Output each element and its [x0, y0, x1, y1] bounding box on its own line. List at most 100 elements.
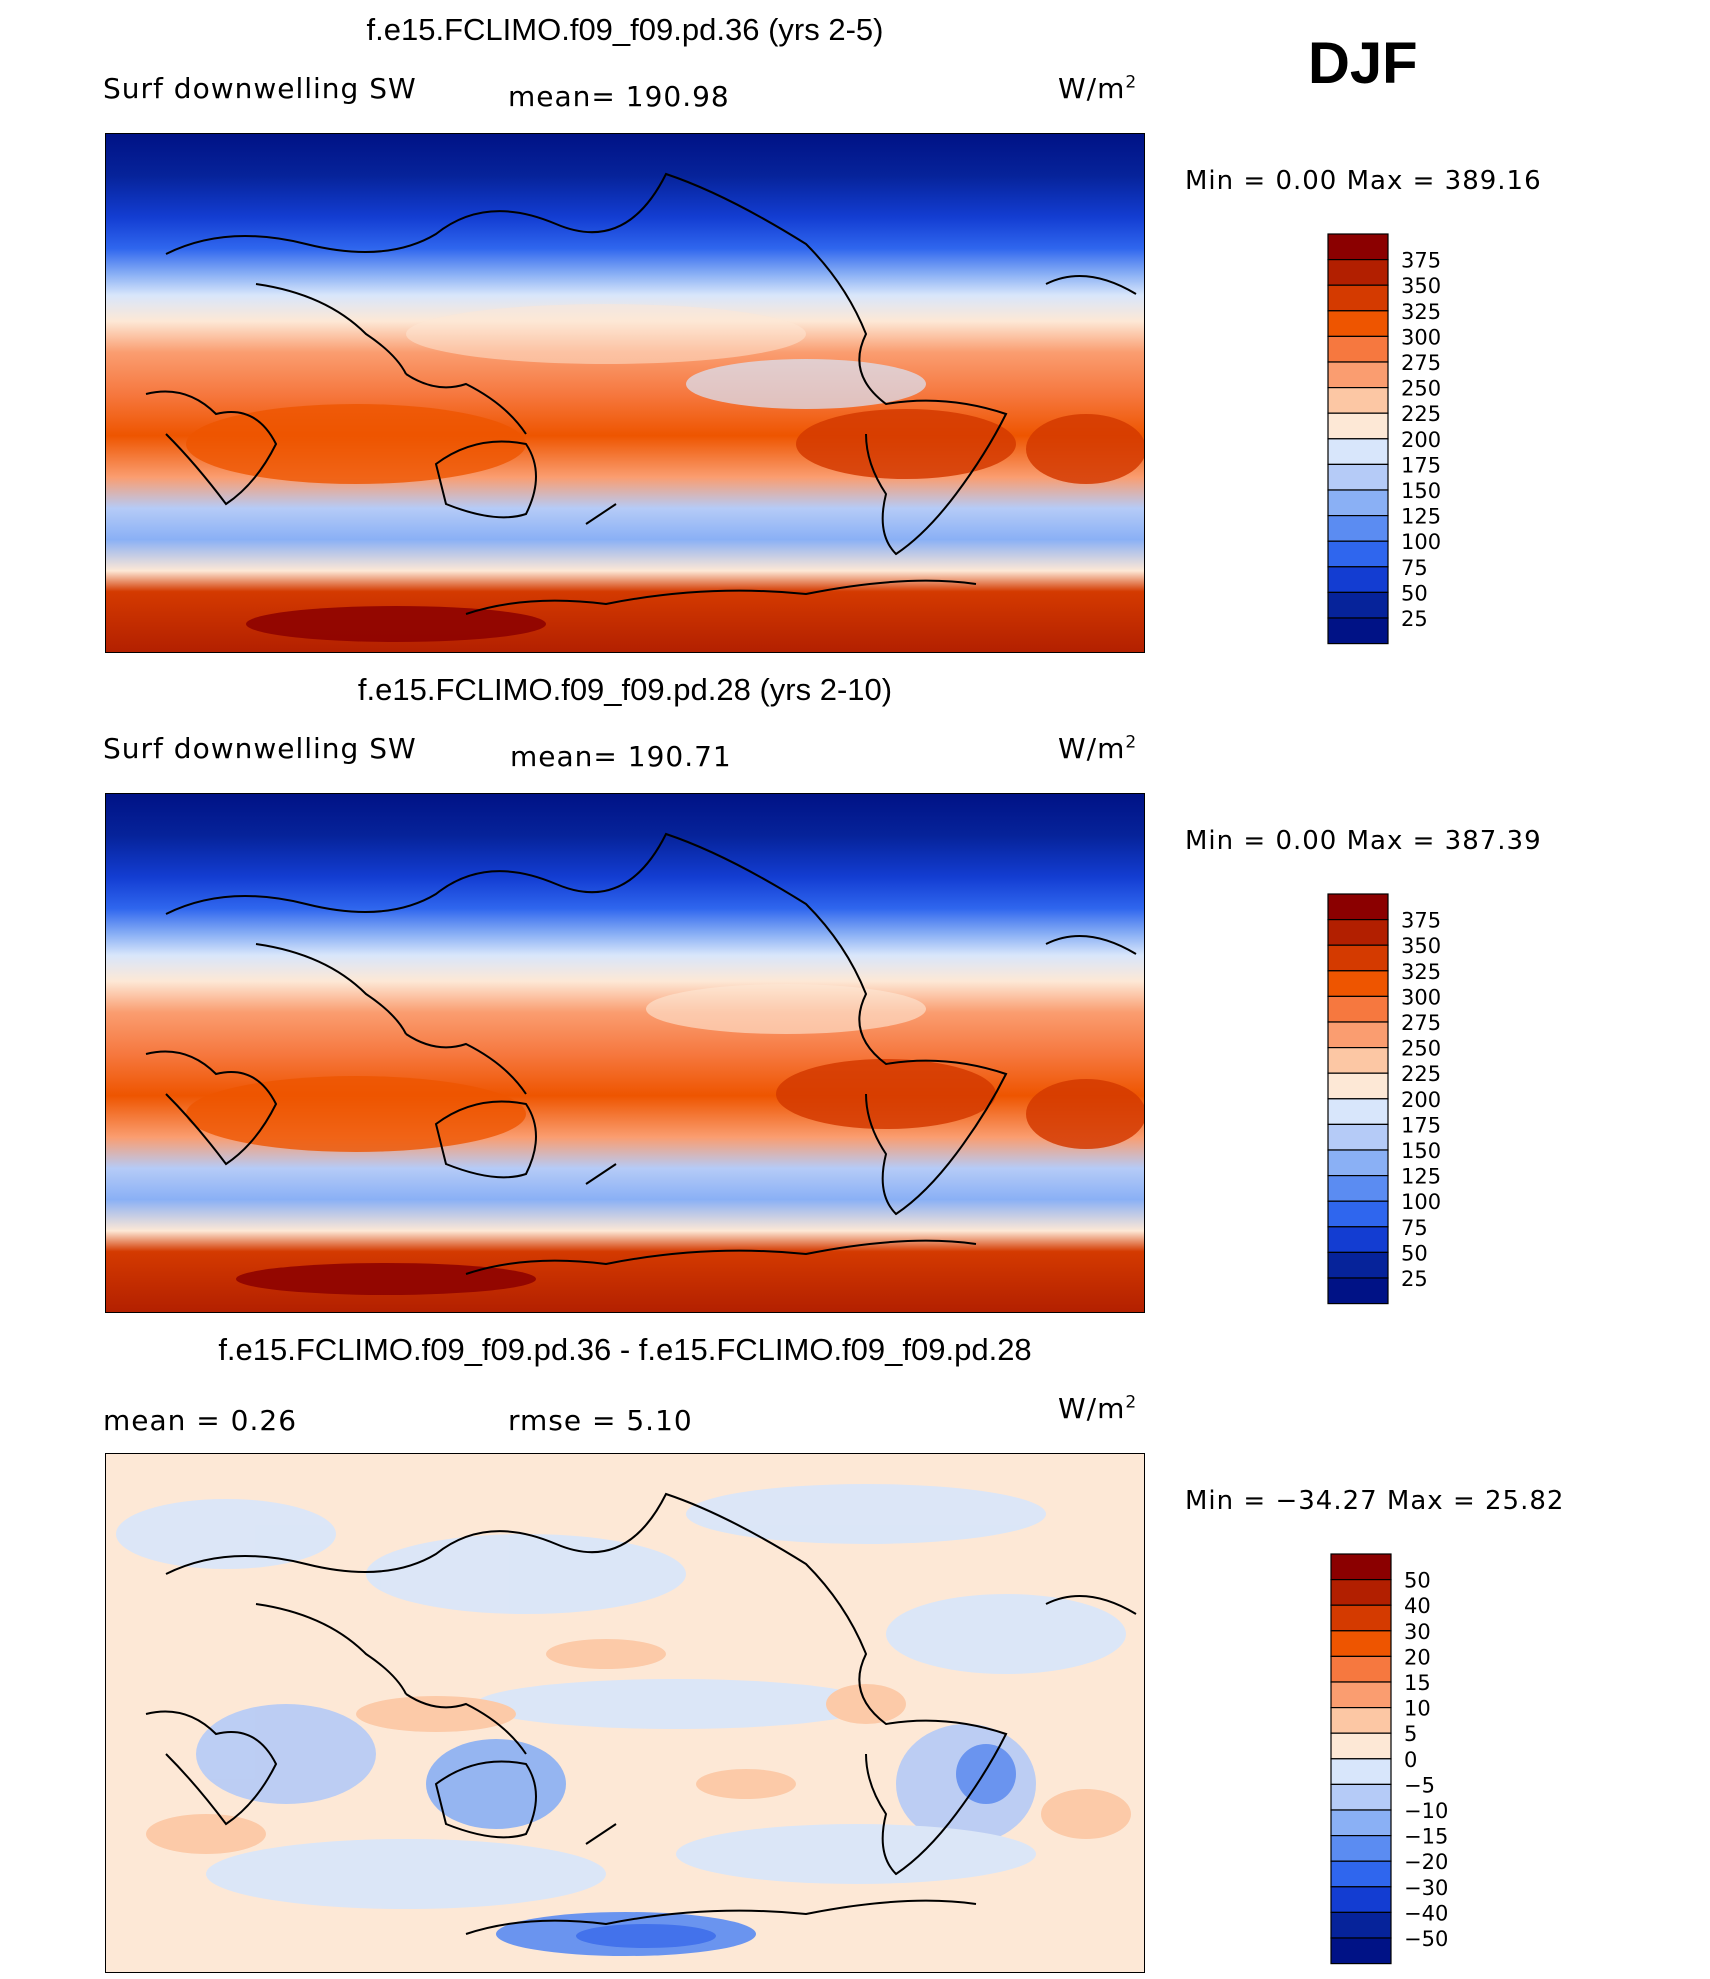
colorbar-svg: 3753503253002752502252001751501251007550… [1327, 893, 1441, 1305]
colorbar-box [1330, 1886, 1392, 1913]
colorbar-label: 0 [1404, 1748, 1417, 1772]
panel-1-field [106, 134, 1144, 652]
panel-3-mean: mean = 0.26 [103, 1404, 298, 1437]
panel-2-colorbar: 375 350 325 300 275 250 225 200 175 150 125 100 75 50… [1327, 893, 1487, 1312]
panel-1-minmax: Min = 0.00 Max = 389.16 [1185, 166, 1542, 196]
colorbar-box [1330, 1553, 1392, 1581]
colorbar-box [1330, 1707, 1392, 1734]
colorbar-box [1330, 1860, 1392, 1888]
colorbar-label: 225 [1401, 402, 1441, 426]
colorbar-label: 250 [1401, 377, 1441, 401]
panel-3-minmax: Min = −34.27 Max = 25.82 [1185, 1486, 1565, 1516]
colorbar-box [1327, 463, 1389, 491]
colorbar-label: −15 [1404, 1825, 1448, 1849]
colorbar-label: −20 [1404, 1850, 1448, 1874]
colorbar-label: 300 [1401, 985, 1441, 1009]
panel-3-colorbar: 50 40 30 20 15 10 5 0 −5 −10 −15 −20 −30 −40 −50 [1330, 1553, 1490, 1972]
colorbar-box [1327, 566, 1389, 593]
panel-3-units: W/m2 [1058, 1392, 1138, 1425]
colorbar-box [1327, 1251, 1389, 1279]
panel-2-title: f.e15.FCLIMO.f09_f09.pd.28 (yrs 2-10) [357, 672, 893, 707]
colorbar-box [1327, 1277, 1389, 1305]
colorbar-label: 25 [1401, 607, 1428, 631]
panel-1-map [105, 133, 1145, 653]
colorbar-box [1327, 617, 1389, 645]
colorbar-box [1327, 995, 1389, 1023]
colorbar-box [1327, 1123, 1389, 1151]
colorbar-box [1327, 335, 1389, 363]
panel-3-field [106, 1454, 1144, 1972]
colorbar-label: 75 [1401, 1216, 1428, 1240]
colorbar-label: −40 [1404, 1901, 1448, 1925]
colorbar-box [1327, 1200, 1389, 1228]
colorbar-label: 50 [1401, 1241, 1428, 1265]
panel-2-field [106, 794, 1144, 1312]
colorbar-box [1330, 1937, 1392, 1965]
panel-2-units: W/m2 [1058, 732, 1138, 765]
colorbar-box [1330, 1681, 1392, 1709]
colorbar-label: 10 [1404, 1697, 1431, 1721]
colorbar-box [1327, 944, 1389, 972]
colorbar-box [1330, 1732, 1392, 1760]
colorbar-box [1327, 361, 1389, 389]
colorbar-label: 15 [1404, 1671, 1431, 1695]
colorbar-box [1327, 1175, 1389, 1202]
panel-2-mean: mean= 190.71 [510, 740, 732, 773]
colorbar-box [1327, 259, 1389, 286]
colorbar-label: 100 [1401, 530, 1441, 554]
colorbar-box [1327, 233, 1389, 261]
colorbar-box [1330, 1835, 1392, 1862]
panel-1-mean: mean= 190.98 [508, 80, 730, 113]
colorbar-box [1330, 1630, 1392, 1658]
panel-2-variable: Surf downwelling SW [103, 732, 417, 765]
colorbar-box [1327, 970, 1389, 998]
colorbar-label: 250 [1401, 1037, 1441, 1061]
colorbar-label: 300 [1401, 325, 1441, 349]
colorbar-box [1327, 387, 1389, 414]
panel-2-minmax: Min = 0.00 Max = 387.39 [1185, 826, 1542, 856]
colorbar-label: 150 [1401, 479, 1441, 503]
colorbar-label: −50 [1404, 1927, 1448, 1951]
colorbar-svg: 3753503253002752502252001751501251007550… [1327, 233, 1441, 645]
colorbar-label: 275 [1401, 1011, 1441, 1035]
colorbar-label: 325 [1401, 960, 1441, 984]
colorbar-label: 200 [1401, 1088, 1441, 1112]
panel-1-title: f.e15.FCLIMO.f09_f09.pd.36 (yrs 2-5) [366, 12, 884, 47]
panel-1-colorbar: 375 350 325 300 275 250 225 200 175 150 125 100 75 50… [1327, 233, 1487, 652]
colorbar-label: 350 [1401, 934, 1441, 958]
colorbar-box [1327, 438, 1389, 466]
colorbar-box [1327, 515, 1389, 542]
panel-3-map [105, 1453, 1145, 1973]
colorbar-label: 375 [1401, 249, 1441, 273]
colorbar-label: 50 [1401, 581, 1428, 605]
colorbar-label: −30 [1404, 1876, 1448, 1900]
colorbar-box [1327, 1226, 1389, 1253]
panel-3-rmse: rmse = 5.10 [508, 1404, 693, 1437]
colorbar-box [1327, 1098, 1389, 1126]
colorbar-box [1327, 893, 1389, 921]
colorbar-box [1327, 1021, 1389, 1049]
colorbar-label: 100 [1401, 1190, 1441, 1214]
colorbar-box [1327, 310, 1389, 338]
colorbar-label: 75 [1401, 556, 1428, 580]
colorbar-box [1327, 489, 1389, 517]
colorbar-box [1327, 591, 1389, 619]
colorbar-box [1327, 1072, 1389, 1100]
colorbar-box [1327, 412, 1389, 440]
colorbar-label: −5 [1404, 1773, 1435, 1797]
colorbar-label: 150 [1401, 1139, 1441, 1163]
colorbar-box [1330, 1809, 1392, 1837]
colorbar-box [1327, 1149, 1389, 1177]
colorbar-box [1327, 919, 1389, 946]
panel-1-units: W/m2 [1058, 72, 1138, 105]
colorbar-label: 125 [1401, 1165, 1441, 1189]
colorbar-box [1330, 1604, 1392, 1632]
colorbar-label: 20 [1404, 1645, 1431, 1669]
panel-2-map [105, 793, 1145, 1313]
colorbar-label: 325 [1401, 300, 1441, 324]
colorbar-label: 350 [1401, 274, 1441, 298]
colorbar-box [1327, 284, 1389, 312]
colorbar-box [1330, 1911, 1392, 1939]
colorbar-label: 175 [1401, 453, 1441, 477]
